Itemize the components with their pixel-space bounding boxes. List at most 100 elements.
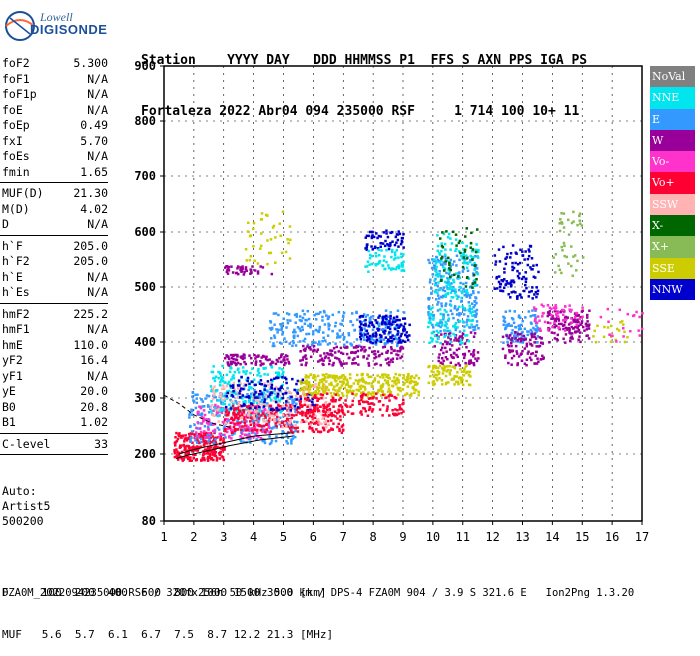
data-point-vo-: [317, 397, 320, 401]
data-point-w: [452, 356, 455, 360]
data-point-nne: [249, 395, 253, 398]
data-point-e: [207, 405, 210, 408]
data-point-e: [253, 397, 256, 401]
data-point-e: [191, 413, 194, 416]
data-point-w: [560, 322, 563, 326]
data-point-nnw: [372, 235, 376, 239]
data-point-vo-: [304, 414, 308, 418]
data-point-e: [394, 337, 398, 340]
data-point-vo-: [202, 409, 206, 412]
data-point-w: [360, 345, 363, 349]
data-point-w: [445, 350, 448, 353]
data-point-e: [510, 324, 513, 327]
data-point-nnw: [502, 245, 505, 249]
data-point-w: [299, 350, 302, 353]
data-point-w: [236, 272, 240, 276]
data-point-sse: [311, 394, 314, 397]
data-point-sse: [441, 372, 445, 375]
data-point-w: [230, 356, 234, 360]
data-point-nne: [455, 272, 458, 275]
data-point-e: [458, 330, 462, 333]
data-point-w: [260, 356, 263, 359]
data-point-vo-: [385, 409, 389, 412]
data-point-sse: [342, 381, 345, 384]
data-point-w: [452, 351, 456, 355]
data-point-e: [440, 321, 444, 324]
data-point-nnw: [364, 318, 367, 322]
data-point-vo-: [177, 454, 181, 458]
data-point-nne: [401, 268, 405, 272]
data-point-e: [273, 334, 276, 337]
data-point-sse: [359, 391, 363, 395]
data-point-w: [448, 331, 452, 335]
data-point-vo-: [275, 409, 278, 412]
data-point-vo-: [241, 436, 245, 440]
data-point-nne: [474, 284, 477, 287]
data-point-w: [320, 358, 324, 362]
data-point-nnw: [370, 321, 374, 324]
data-point-w: [384, 358, 388, 361]
data-point-sse: [305, 375, 308, 379]
data-point-ssw: [237, 401, 241, 404]
data-point-sse: [313, 375, 317, 379]
data-point-w: [579, 340, 582, 344]
data-point-e: [267, 422, 271, 425]
data-point-w: [334, 356, 337, 360]
data-point-vo-: [243, 421, 247, 425]
trace-dashed: [163, 394, 230, 428]
data-point-sse: [412, 385, 415, 389]
data-point-nnw: [231, 384, 235, 387]
data-point-vo-: [304, 397, 307, 400]
data-point-nnw: [527, 254, 531, 258]
data-point-w: [581, 325, 585, 329]
data-point-w: [578, 335, 581, 338]
data-point-vo-: [381, 414, 384, 417]
data-point-sse: [345, 394, 349, 397]
data-point-vo-: [332, 405, 335, 408]
data-point-vo-: [215, 436, 218, 440]
data-point-nne: [428, 319, 432, 322]
data-point-w: [223, 357, 227, 360]
data-point-w: [553, 325, 557, 329]
data-point-sse: [286, 238, 289, 241]
data-point-vo-: [322, 410, 326, 413]
data-point-e: [336, 332, 339, 335]
param-value: 4.02: [80, 201, 108, 216]
data-point-w: [248, 354, 251, 357]
param-row: yF1 N/A: [0, 369, 108, 385]
data-point-e: [253, 399, 256, 402]
data-point-nne: [232, 374, 235, 377]
data-point-vo-: [386, 407, 389, 411]
data-point-nnw: [399, 323, 403, 326]
param-name: hmF1: [2, 322, 30, 336]
data-point-e: [193, 423, 196, 427]
data-point-w: [519, 352, 523, 356]
data-point-nnw: [232, 389, 235, 393]
data-point-nne: [259, 375, 262, 378]
data-point-vo-: [250, 429, 254, 432]
data-point-vo-: [218, 432, 222, 436]
data-point-e: [195, 397, 198, 400]
data-point-w: [447, 333, 451, 336]
data-point-sse: [314, 392, 317, 395]
data-point-sse: [362, 390, 365, 394]
data-point-nne: [274, 398, 277, 401]
data-point-vo-: [317, 430, 320, 433]
data-point-sse: [456, 371, 459, 374]
data-point-w: [555, 324, 558, 328]
data-point-sse: [393, 379, 397, 383]
data-point-sse: [307, 391, 311, 394]
data-point-ssw: [217, 420, 221, 423]
x-tick-label: 2: [190, 530, 197, 544]
data-point-e: [323, 311, 326, 314]
data-point-sse: [329, 391, 333, 395]
data-point-nnw: [256, 396, 259, 399]
data-point-sse: [260, 212, 264, 215]
data-point-e: [300, 319, 303, 323]
data-point-nne: [438, 261, 442, 264]
data-point-sse: [393, 381, 396, 384]
data-point-e: [527, 310, 531, 313]
data-point-sse: [367, 391, 370, 395]
param-name: foF1p: [2, 87, 37, 101]
data-point-sse: [337, 377, 340, 380]
